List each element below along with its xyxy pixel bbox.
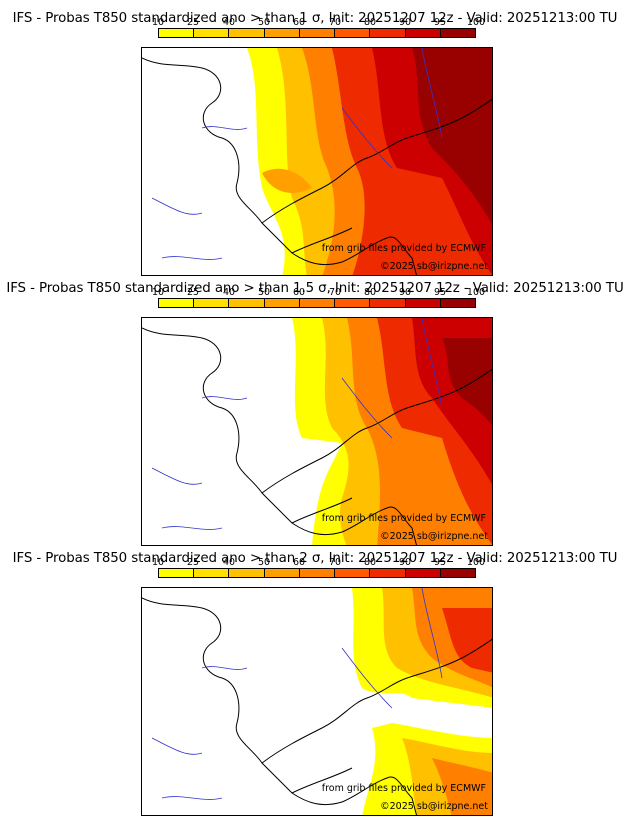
credit-source: from grib files provided by ECMWF [321,513,486,524]
colorbar-tick-label: 50 [257,17,271,28]
colorbar-tick-label: 10 [151,287,165,298]
colorbar-swatch [229,29,265,37]
colorbar-tick-label: 95 [433,557,447,568]
colorbar-swatch [159,29,195,37]
colorbar-swatch [194,29,230,37]
colorbar-swatch [370,569,406,577]
colorbar-tick-label: 95 [433,17,447,28]
colorbar-swatch [159,569,195,577]
colorbar-tick-label: 60 [292,17,306,28]
probability-map: from grib files provided by ECMWF ©2025 … [141,47,493,276]
rivers [151,48,443,260]
colorbar-tick-label: 80 [363,287,377,298]
colorbar-tick-label: 10 [151,557,165,568]
colorbar-labels: 10 25 40 50 60 70 80 90 95 100 [140,17,485,29]
colorbar-swatch [159,299,195,307]
colorbar-swatch [299,299,336,307]
rivers [151,588,443,800]
colorbar-swatch [194,299,230,307]
colorbar-tick-label: 10 [151,17,165,28]
colorbar-tick-label: 60 [292,557,306,568]
colorbar-tick-label: 95 [433,287,447,298]
panel-title: IFS - Probas T850 standardized ano > tha… [12,11,618,26]
colorbar-tick-label: 100 [466,287,486,298]
map-graphic [142,588,492,815]
colorbar-swatch [264,29,300,37]
colorbar-tick-label: 80 [363,557,377,568]
colorbar-tick-label: 90 [398,287,412,298]
colorbar-swatch [335,29,371,37]
colorbar-tick-label: 40 [222,557,236,568]
colorbar-tick-label: 100 [466,17,486,28]
coastline [142,327,417,545]
colorbar-tick-label: 25 [186,287,200,298]
credit-copyright: ©2025 sb@irizpne.net [380,261,488,272]
coastline [142,597,417,815]
colorbar-swatch [405,299,441,307]
colorbar-swatch [370,29,406,37]
coastline [142,57,417,275]
credit-source: from grib files provided by ECMWF [321,783,486,794]
panel-title: IFS - Probas T850 standardized ano > tha… [12,551,618,566]
colorbar-swatch [264,569,300,577]
probability-map: from grib files provided by ECMWF ©2025 … [141,587,493,816]
colorbar-tick-label: 70 [328,17,342,28]
colorbar-labels: 10 25 40 50 60 70 80 90 95 100 [140,287,485,299]
colorbar-swatch [335,299,371,307]
colorbar-tick-label: 25 [186,557,200,568]
country-borders [261,98,492,254]
colorbar-swatch [405,569,441,577]
colorbar-tick-label: 60 [292,287,306,298]
colorbar-swatch [440,29,475,37]
colorbar-swatch [229,299,265,307]
colorbar-tick-label: 50 [257,557,271,568]
country-borders [261,638,492,794]
colorbar-swatch [405,29,441,37]
colorbar-swatch [229,569,265,577]
colorbar-swatch [299,29,336,37]
panel-title: IFS - Probas T850 standardized ano > tha… [6,281,624,296]
colorbar-tick-label: 40 [222,287,236,298]
colorbar [158,568,476,578]
credit-copyright: ©2025 sb@irizpne.net [380,531,488,542]
probability-map: from grib files provided by ECMWF ©2025 … [141,317,493,546]
credit-copyright: ©2025 sb@irizpne.net [380,801,488,812]
colorbar-swatch [264,299,300,307]
map-graphic [142,48,492,275]
credit-source: from grib files provided by ECMWF [321,243,486,254]
colorbar-swatch [335,569,371,577]
map-panel-1: IFS - Probas T850 standardized ano > tha… [0,0,630,276]
colorbar-tick-label: 90 [398,557,412,568]
colorbar-tick-label: 70 [328,557,342,568]
colorbar-swatch [194,569,230,577]
country-borders [261,368,492,524]
colorbar-tick-label: 25 [186,17,200,28]
colorbar-labels: 10 25 40 50 60 70 80 90 95 100 [140,557,485,569]
colorbar [158,298,476,308]
rivers [151,318,443,530]
map-panel-3: IFS - Probas T850 standardized ano > tha… [0,540,630,816]
colorbar-swatch [440,299,475,307]
colorbar-swatch [440,569,475,577]
colorbar-tick-label: 70 [328,287,342,298]
colorbar-swatch [370,299,406,307]
colorbar [158,28,476,38]
colorbar-swatch [299,569,336,577]
colorbar-tick-label: 90 [398,17,412,28]
colorbar-tick-label: 40 [222,17,236,28]
colorbar-tick-label: 50 [257,287,271,298]
colorbar-tick-label: 100 [466,557,486,568]
colorbar-tick-label: 80 [363,17,377,28]
map-panel-2: IFS - Probas T850 standardized ano > tha… [0,270,630,546]
map-graphic [142,318,492,545]
